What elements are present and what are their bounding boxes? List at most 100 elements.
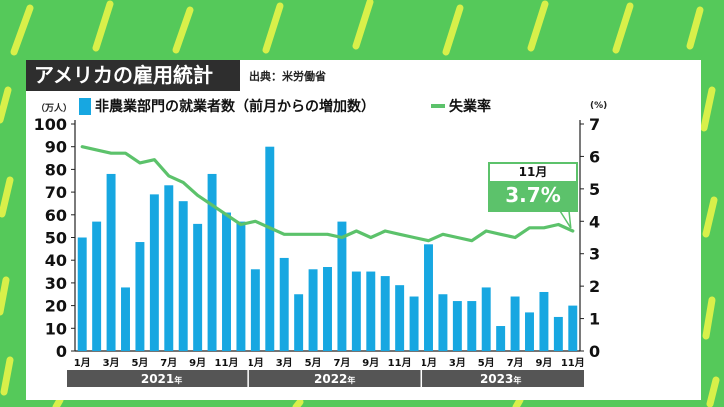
legend-line-series: 失業率 xyxy=(431,96,491,116)
right-tick-label: 7 xyxy=(589,115,600,134)
bar xyxy=(135,242,145,351)
left-axis-unit: （万人） xyxy=(36,104,73,114)
background-stripe xyxy=(702,196,718,238)
bar xyxy=(149,194,159,351)
bar xyxy=(366,271,376,351)
bar xyxy=(438,294,448,351)
bar xyxy=(467,301,477,351)
month-tick-label: 11月 xyxy=(388,357,412,369)
bar xyxy=(178,201,188,351)
month-tick-label: 11月 xyxy=(215,357,239,369)
bar xyxy=(92,221,102,351)
bar xyxy=(496,326,506,351)
bar xyxy=(207,173,217,351)
bar xyxy=(351,271,361,351)
year-label: 2023年 xyxy=(480,372,521,386)
background-stripe xyxy=(92,0,114,52)
bar xyxy=(525,312,534,351)
bar xyxy=(481,287,491,351)
page-title: アメリカの雇用統計 xyxy=(26,60,240,91)
bar xyxy=(279,257,289,351)
bar xyxy=(553,316,563,351)
month-tick-label: 1月 xyxy=(74,357,91,369)
month-tick-label: 1月 xyxy=(247,357,264,369)
bar xyxy=(265,146,275,351)
bar xyxy=(121,287,130,351)
month-tick-label: 9月 xyxy=(362,357,379,369)
month-tick-label: 7月 xyxy=(333,357,350,369)
month-tick-label: 1月 xyxy=(420,357,437,369)
left-tick-label: 20 xyxy=(45,297,67,316)
left-tick-label: 60 xyxy=(45,206,67,225)
callout-month: 11月 xyxy=(518,165,548,179)
bar xyxy=(77,237,87,351)
year-label: 2021年 xyxy=(141,372,182,386)
background-stripe xyxy=(612,2,634,54)
month-tick-label: 5月 xyxy=(305,357,322,369)
background-stripe xyxy=(442,4,464,56)
right-tick-label: 0 xyxy=(589,342,600,361)
left-tick-label: 40 xyxy=(45,251,67,270)
bar xyxy=(539,291,549,351)
right-tick-label: 1 xyxy=(589,310,600,329)
bar xyxy=(337,221,347,351)
month-tick-label: 7月 xyxy=(160,357,177,369)
background-stripe xyxy=(52,396,64,407)
year-band xyxy=(67,370,584,387)
background-stripe xyxy=(352,0,374,50)
bar xyxy=(568,305,578,351)
left-tick-label: 80 xyxy=(45,160,67,179)
left-tick-label: 70 xyxy=(45,183,67,202)
background-stripe xyxy=(0,356,14,396)
left-tick-label: 90 xyxy=(45,138,67,157)
month-tick-label: 3月 xyxy=(449,357,466,369)
bar xyxy=(250,269,260,351)
background-stripe xyxy=(702,296,716,340)
month-tick-label: 3月 xyxy=(103,357,120,369)
month-tick-label: 11月 xyxy=(561,357,585,369)
background-stripe xyxy=(706,376,720,407)
legend-bar-series: 非農業部門の就業者数（前月からの増加数） xyxy=(79,96,375,116)
bar xyxy=(452,301,462,351)
month-tick-label: 5月 xyxy=(131,357,148,369)
background-stripe xyxy=(527,0,549,52)
right-axis-unit: (%) xyxy=(590,101,608,111)
bar xyxy=(164,185,174,351)
bar xyxy=(236,221,246,351)
month-tick-label: 9月 xyxy=(189,357,206,369)
background-stripe xyxy=(10,4,34,56)
month-band xyxy=(67,353,584,370)
left-tick-label: 10 xyxy=(45,319,67,338)
background-stripe xyxy=(700,86,716,132)
right-tick-label: 5 xyxy=(589,180,600,199)
background-stripe xyxy=(686,6,704,50)
right-tick-label: 4 xyxy=(589,212,600,231)
month-tick-label: 7月 xyxy=(507,357,524,369)
year-label: 2022年 xyxy=(314,372,355,386)
bar xyxy=(106,173,116,351)
legend-bar-swatch xyxy=(79,97,91,115)
latest-rate-callout: 11月 3.7% xyxy=(488,162,578,212)
left-tick-label: 100 xyxy=(34,115,67,134)
background-stripe xyxy=(292,398,304,407)
unemployment-rate-line xyxy=(80,145,575,243)
callout-value: 3.7% xyxy=(490,181,576,210)
legend-bar-label: 非農業部門の就業者数（前月からの増加数） xyxy=(95,99,375,115)
bar xyxy=(510,296,520,351)
bar xyxy=(308,269,318,351)
left-tick-label: 0 xyxy=(56,342,67,361)
bar xyxy=(424,244,433,351)
bar xyxy=(395,285,405,351)
background-stripe xyxy=(0,276,10,316)
month-tick-label: 5月 xyxy=(478,357,495,369)
legend-line-swatch xyxy=(431,104,445,108)
right-tick-label: 2 xyxy=(589,277,600,296)
bar xyxy=(380,276,390,351)
right-tick-label: 6 xyxy=(589,147,600,166)
bar xyxy=(294,294,304,351)
background-stripe xyxy=(512,396,524,407)
month-tick-label: 9月 xyxy=(535,357,552,369)
bar xyxy=(193,223,203,351)
